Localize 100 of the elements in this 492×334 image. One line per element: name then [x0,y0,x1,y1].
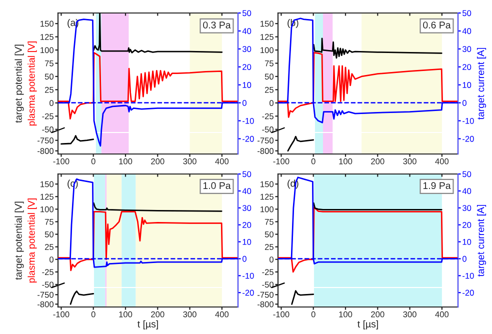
y2-tick-label: 40 [242,188,252,194]
annotation: 1.9 Pa [423,182,451,190]
y-tick-label: -50 [262,126,274,132]
y2-tick-label: 30 [462,205,472,211]
x-tick-label: -100 [273,158,290,164]
y-tick-label: 150 [40,20,54,27]
y2-tick-label: 20 [242,222,252,228]
y-tick-label: 100 [260,206,274,212]
text: plasma potential [V] [28,41,37,126]
y-tick-label: 125 [260,194,274,200]
y2-tick-label: 20 [462,64,472,70]
x-axis-title: t [µs] [138,320,158,330]
y-tick-label: 50 [44,231,54,238]
x-tick-label: 400 [215,311,229,318]
x-tick-label: 200 [371,311,384,318]
y-tick-label: 0 [50,256,54,262]
y2-tick-label: 20 [462,222,472,228]
y2-tick-label: -10 [462,118,474,124]
y-tick-label: 25 [264,244,274,250]
x-tick-label: 300 [403,158,416,164]
y-tick-label: 75 [264,219,274,225]
y2-tick-label: 30 [242,46,252,52]
x-tick-label: 0 [311,158,316,164]
x-tick-label: 400 [435,311,449,318]
y2-axis-title: target current [A] [476,204,486,277]
y2-tick-label: 30 [462,46,472,52]
x-tick-label: 300 [183,158,196,164]
x-tick-label: 0 [91,311,96,318]
x-tick-label: -100 [53,311,70,318]
x-tick-label: 200 [151,311,164,318]
y-tick-label: 25 [44,86,54,93]
y2-tick-label: 10 [462,238,472,245]
y-tick-label: 150 [260,181,274,188]
y-tick-label: 0 [270,100,274,106]
y2-tick-label: 50 [242,171,252,178]
x-tick-label: 200 [371,158,384,164]
x-tick-label: 200 [151,158,164,164]
y2-tick-label: 10 [462,82,472,88]
y-tick-label: -800 [38,148,54,154]
y-tick-label: 150 [260,20,274,27]
y-tick-label: 100 [40,47,54,54]
y-tick-label: 0 [270,256,274,262]
y2-tick-label: 0 [462,100,466,106]
y2-tick-label: 50 [242,10,252,16]
y-tick-label: -50 [42,282,54,288]
x-tick-label: 0 [91,158,96,164]
y-tick-label: 50 [264,74,274,80]
text: plasma potential [V] [28,198,37,283]
annotation: 0.3 Pa [203,22,231,28]
annotation: 1.0 Pa [203,182,231,190]
y-tick-label: -25 [42,113,54,120]
y2-tick-label: -20 [242,136,254,142]
y-tick-label: -25 [262,269,274,276]
y-tick-label: 125 [40,194,54,200]
y2-tick-label: -10 [242,272,254,279]
x-tick-label: 100 [339,311,352,318]
x-tick-label: 100 [119,158,132,164]
y2-tick-label: 50 [462,10,472,16]
y2-tick-label: -20 [242,290,254,296]
x-axis-title: t [µs] [358,320,378,330]
y-tick-label: -50 [262,282,274,288]
x-tick-label: 400 [435,158,449,164]
y2-tick-label: 50 [462,171,472,178]
x-tick-label: 300 [403,311,416,318]
annotation: 0.6 Pa [423,22,451,28]
y-tick-label: 125 [40,34,54,40]
y-tick-label: 75 [44,60,54,66]
y-tick-label: -800 [38,301,54,308]
y2-tick-label: 10 [242,238,252,245]
y-tick-label: 150 [40,181,54,188]
y2-tick-label: 0 [462,256,466,262]
y2-tick-label: -10 [462,272,474,279]
y2-tick-label: 0 [242,100,246,106]
y-tick-label: 75 [44,219,54,225]
y2-tick-label: 10 [242,82,252,88]
y2-axis-title: target current [A] [476,48,486,120]
y2-tick-label: 0 [242,256,246,262]
y-tick-label: 100 [40,206,54,212]
y2-tick-label: 40 [462,188,472,194]
y-tick-label: 125 [260,34,274,40]
y-tick-label: -800 [258,301,274,308]
y-tick-label: -750 [258,138,274,144]
y-tick-label: -750 [38,138,54,144]
y-tick-label: -25 [262,113,274,120]
y-tick-label: 25 [264,86,274,93]
x-tick-label: 400 [215,158,229,164]
y-tick-label: -800 [258,148,274,154]
x-tick-label: 100 [339,158,352,164]
y-tick-label: -25 [42,269,54,276]
y-tick-label: 50 [44,74,54,80]
y-tick-label: 25 [44,244,54,250]
y-tick-label: 0 [50,100,54,106]
y-axis-title: target potential [V] [14,44,24,123]
y2-tick-label: -20 [462,136,474,142]
y2-tick-label: -10 [242,118,254,124]
y-tick-label: 100 [260,47,274,54]
y-axis-title: target potential [V] [14,202,24,280]
y2-tick-label: 20 [242,64,252,70]
y-tick-label: 75 [264,60,274,66]
x-tick-label: 300 [183,311,196,318]
